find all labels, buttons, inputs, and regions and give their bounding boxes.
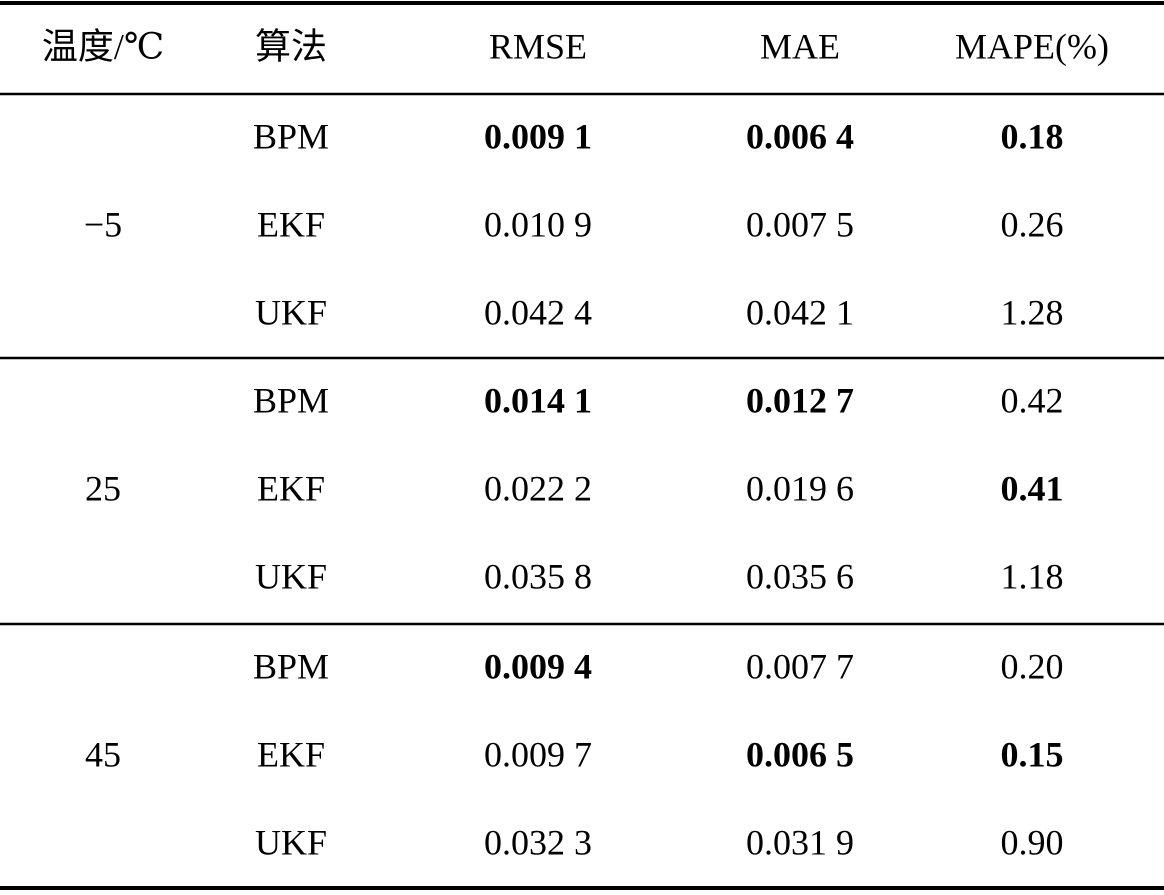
value-cell: 0.014 1: [484, 380, 592, 420]
algorithm-cell: BPM: [253, 380, 329, 420]
value-cell: 1.18: [1001, 556, 1064, 596]
value-cell: 0.019 6: [746, 468, 854, 508]
value-cell: 1.28: [1001, 292, 1064, 332]
algorithm-cell: EKF: [257, 204, 325, 244]
temperature-cell: −5: [84, 204, 122, 244]
temperature-cell: 25: [85, 468, 121, 508]
header-cell: MAPE(%): [955, 26, 1109, 66]
value-cell: 0.010 9: [484, 204, 592, 244]
algorithm-cell: EKF: [257, 468, 325, 508]
value-cell: 0.42: [1001, 380, 1064, 420]
temperature-cell: 45: [85, 734, 121, 774]
value-cell: 0.022 2: [484, 468, 592, 508]
value-cell: 0.035 8: [484, 556, 592, 596]
value-cell: 0.006 5: [746, 734, 854, 774]
value-cell: 0.007 7: [746, 646, 854, 686]
value-cell: 0.009 7: [484, 734, 592, 774]
algorithm-cell: UKF: [255, 822, 327, 862]
value-cell: 0.032 3: [484, 822, 592, 862]
value-cell: 0.009 4: [484, 646, 592, 686]
algorithm-cell: EKF: [257, 734, 325, 774]
value-cell: 0.035 6: [746, 556, 854, 596]
value-cell: 0.042 1: [746, 292, 854, 332]
algorithm-cell: UKF: [255, 556, 327, 596]
value-cell: 0.007 5: [746, 204, 854, 244]
value-cell: 0.042 4: [484, 292, 592, 332]
algorithm-cell: UKF: [255, 292, 327, 332]
value-cell: 0.009 1: [484, 116, 592, 156]
header-cell: 算法: [255, 26, 327, 66]
value-cell: 0.26: [1001, 204, 1064, 244]
value-cell: 0.20: [1001, 646, 1064, 686]
value-cell: 0.012 7: [746, 380, 854, 420]
header-cell: 温度/℃: [42, 26, 164, 66]
value-cell: 0.90: [1001, 822, 1064, 862]
value-cell: 0.15: [1001, 734, 1064, 774]
algorithm-cell: BPM: [253, 646, 329, 686]
algorithm-cell: BPM: [253, 116, 329, 156]
header-cell: RMSE: [489, 26, 587, 66]
value-cell: 0.031 9: [746, 822, 854, 862]
header-cell: MAE: [760, 26, 840, 66]
value-cell: 0.006 4: [746, 116, 854, 156]
value-cell: 0.18: [1001, 116, 1064, 156]
value-cell: 0.41: [1001, 468, 1064, 508]
